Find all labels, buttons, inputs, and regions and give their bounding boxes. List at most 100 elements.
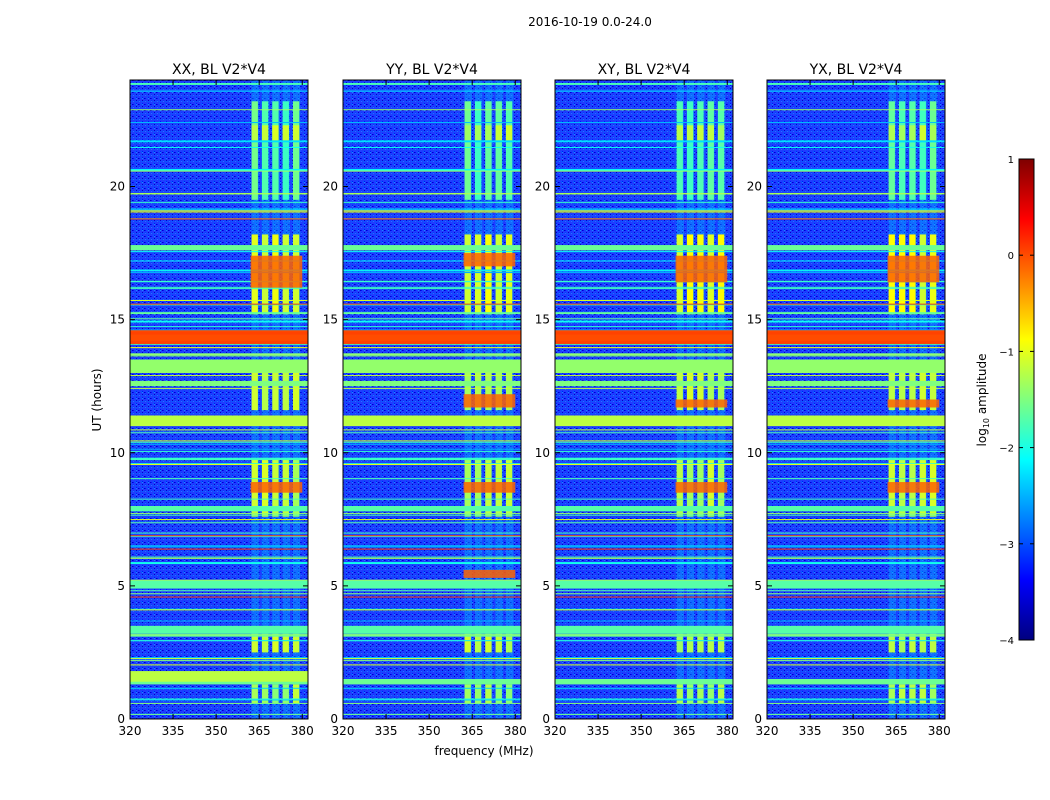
rfi-block (282, 633, 289, 653)
x-tick-label: 320 (544, 724, 567, 738)
strong-band (250, 482, 303, 493)
time-band (767, 580, 945, 589)
time-line (343, 459, 521, 461)
time-line (767, 522, 945, 524)
colorbar-tick-label: 1 (1008, 155, 1014, 166)
time-line (130, 658, 308, 660)
time-line (555, 318, 733, 320)
time-line (130, 546, 308, 548)
panel-title: YY, BL V2*V4 (385, 62, 478, 78)
time-line (130, 532, 308, 534)
time-line (555, 170, 733, 172)
time-line (555, 269, 733, 271)
time-line (343, 192, 521, 194)
rfi-block (676, 125, 683, 142)
time-line (767, 556, 945, 558)
time-line (555, 463, 733, 465)
panel-1: XX, BL V2*V4 320 335 350 365 380 0 5 10 15 20 (110, 62, 314, 738)
time-band (343, 245, 521, 251)
x-tick-label: 380 (716, 724, 739, 738)
time-line (343, 281, 521, 283)
time-line (130, 440, 308, 442)
time-line (343, 269, 521, 271)
x-tick-label: 380 (928, 724, 951, 738)
time-line (343, 562, 521, 565)
time-line (130, 270, 308, 272)
time-line (767, 658, 945, 660)
time-line (767, 304, 945, 306)
colorbar-label-log: log (975, 428, 989, 446)
time-line (130, 498, 308, 500)
time-band (767, 245, 945, 251)
time-line (767, 432, 945, 434)
time-line (555, 146, 733, 148)
time-line (767, 512, 945, 514)
time-line (343, 320, 521, 323)
time-line (767, 545, 945, 547)
time-line (767, 514, 945, 516)
time-line (343, 440, 521, 442)
y-tick-label: 20 (110, 180, 125, 194)
time-line (555, 260, 733, 262)
panel-title: YX, BL V2*V4 (809, 62, 903, 78)
rfi-block (919, 633, 926, 653)
rfi-block (686, 125, 694, 142)
strong-band (887, 255, 940, 283)
time-line (767, 687, 945, 689)
rfi-block (251, 101, 258, 200)
strong-band (675, 399, 728, 408)
strong-line (130, 596, 308, 598)
time-line (343, 146, 521, 148)
time-line (555, 251, 733, 253)
time-line (130, 590, 308, 592)
rfi-block (292, 125, 300, 142)
time-line (767, 457, 945, 460)
time-band (130, 245, 308, 251)
time-line (343, 272, 521, 274)
strong-line (555, 331, 733, 335)
time-line (130, 443, 308, 445)
rfi-block (898, 125, 906, 142)
time-line (130, 304, 308, 306)
time-line (343, 353, 521, 356)
time-line (130, 326, 308, 328)
strong-band (767, 415, 945, 427)
time-line (130, 387, 308, 389)
time-line (130, 208, 308, 210)
time-line (343, 557, 521, 559)
time-line (767, 140, 945, 143)
strong-line (130, 303, 308, 305)
time-line (767, 429, 945, 431)
time-line (343, 608, 521, 610)
strong-line (555, 340, 733, 344)
time-line (767, 440, 945, 442)
time-line (343, 288, 521, 290)
rfi-block (485, 234, 492, 315)
time-line (767, 326, 945, 328)
time-line (130, 522, 308, 524)
strong-band (887, 399, 940, 408)
time-band (130, 380, 308, 387)
time-line (555, 270, 733, 272)
time-line (130, 687, 308, 689)
rfi-block (495, 633, 502, 653)
time-line (343, 451, 521, 453)
rfi-block (898, 633, 906, 653)
colorbar-tick-label: 0 (1008, 251, 1014, 262)
time-line (555, 562, 733, 565)
time-line (555, 634, 733, 637)
time-line (555, 211, 733, 213)
strong-band (130, 671, 308, 682)
time-line (343, 170, 521, 172)
time-line (130, 355, 308, 357)
panel-4: YX, BL V2*V4 320 335 350 365 380 0 5 10 15 20 (747, 62, 951, 738)
time-line (343, 312, 521, 315)
time-line (555, 660, 733, 662)
time-line (130, 698, 308, 700)
rfi-block (485, 684, 492, 704)
y-tick-label: 15 (747, 313, 762, 327)
time-line (555, 593, 733, 595)
time-line (767, 320, 945, 323)
rfi-block (505, 633, 513, 653)
time-line (130, 168, 308, 170)
